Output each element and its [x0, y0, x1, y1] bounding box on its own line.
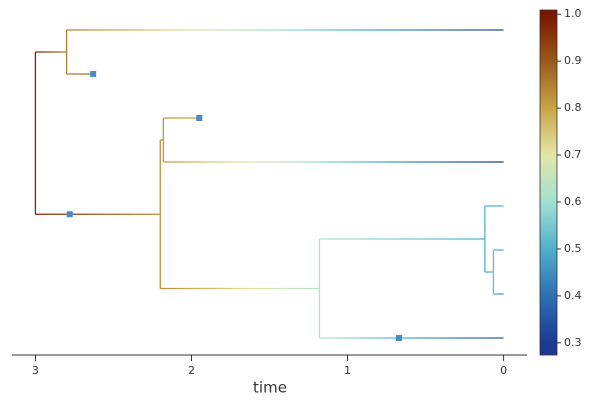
colorbar-tick-label: 0.7: [564, 148, 582, 161]
colorbar-tick-label: 0.5: [564, 242, 582, 255]
colorbar-tick-label: 1.0: [564, 7, 582, 20]
colorbar-tick-label: 0.9: [564, 54, 582, 67]
sampled-marker: [66, 211, 73, 218]
colorbar-tick-label: 0.8: [564, 101, 582, 114]
colorbar-tick-label: 0.6: [564, 195, 582, 208]
sampled-marker: [396, 335, 403, 341]
colorbar-tick-label: 0.3: [564, 336, 582, 349]
sampled-marker: [196, 115, 203, 121]
x-tick-label: 0: [500, 364, 507, 377]
colorbar: [539, 9, 558, 356]
x-tick-label: 1: [344, 364, 351, 377]
sampled-marker: [90, 71, 97, 77]
x-tick-label: 2: [188, 364, 195, 377]
x-axis-label: time: [253, 379, 287, 397]
colorbar-tick-label: 0.4: [564, 289, 582, 302]
x-tick-label: 3: [32, 364, 39, 377]
